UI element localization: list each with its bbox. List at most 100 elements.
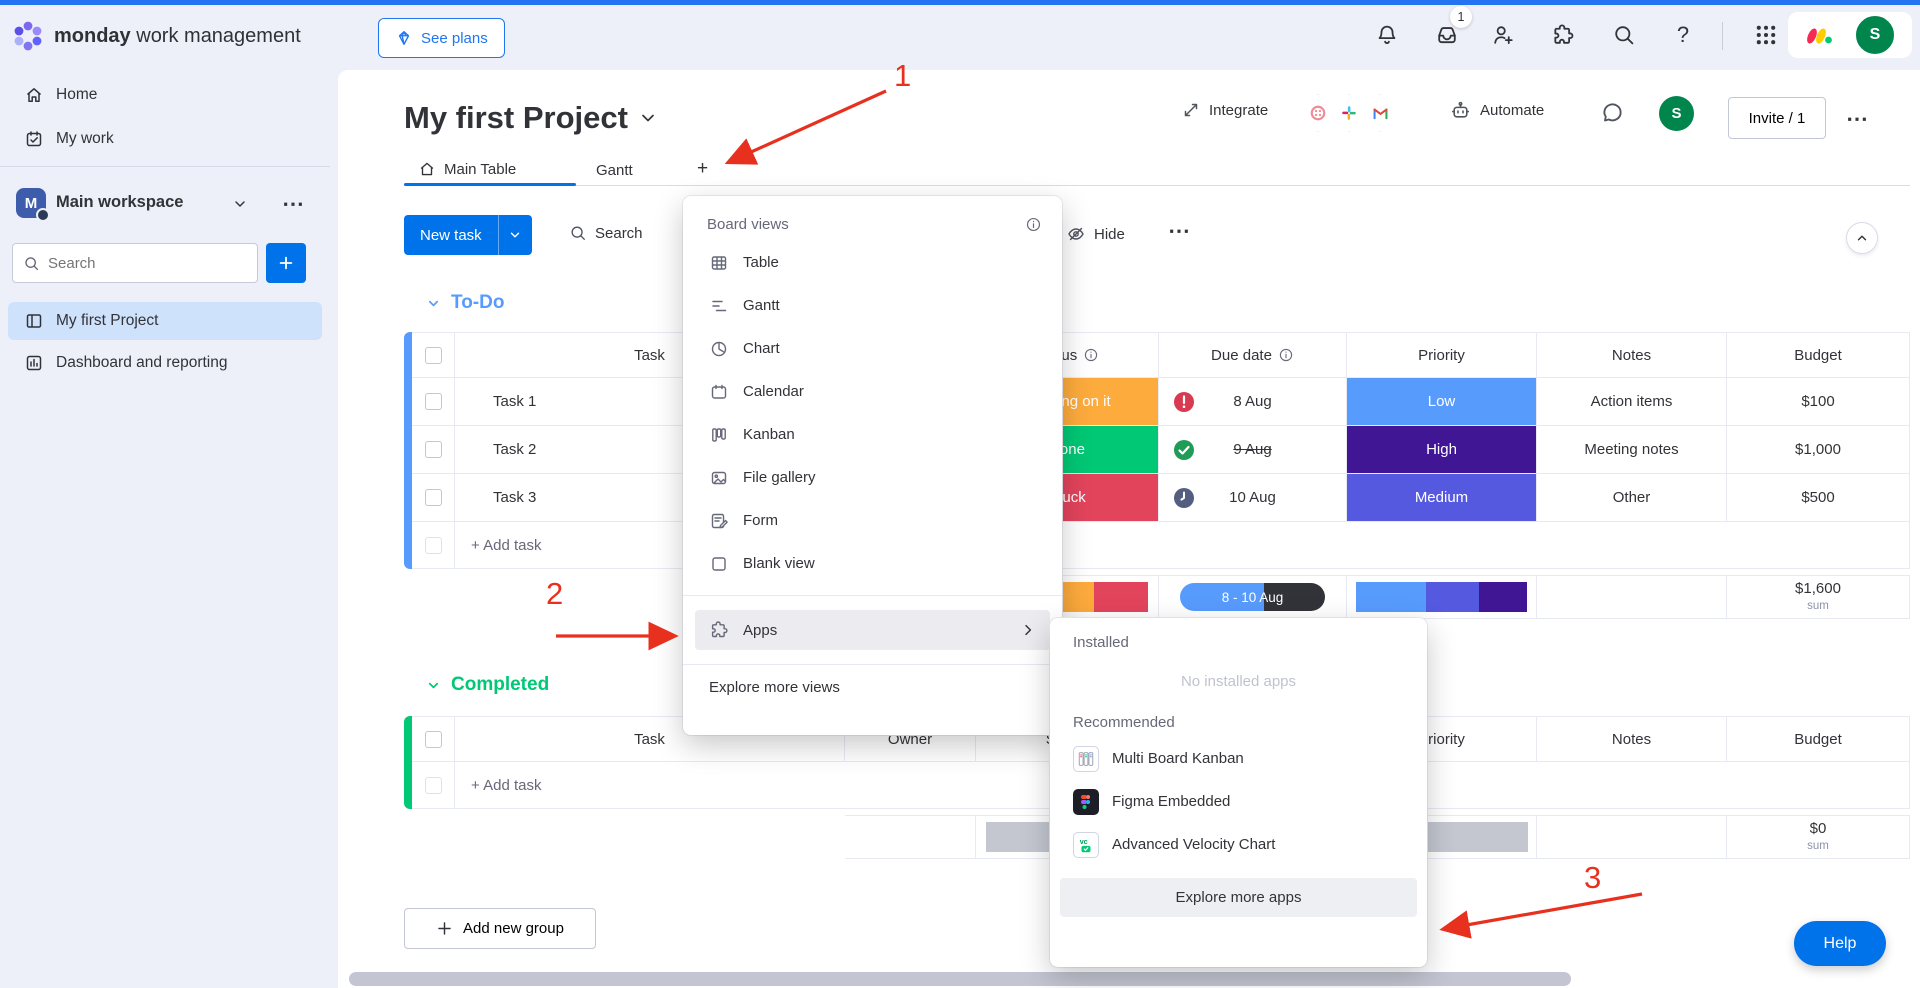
row-checkbox[interactable] (424, 441, 442, 458)
workspace-chevron-down-icon[interactable] (232, 196, 248, 212)
column-header-budget[interactable]: Budget (1727, 332, 1910, 378)
board-title[interactable]: My first Project (404, 100, 658, 136)
app-item-advanced-velocity-chart[interactable]: vc Advanced Velocity Chart (1050, 823, 1427, 866)
search-icon[interactable] (1602, 13, 1646, 57)
board-member-avatar[interactable]: S (1659, 96, 1694, 131)
workspace-options-icon[interactable]: ⋯ (282, 191, 306, 216)
inbox-icon[interactable] (1425, 13, 1469, 57)
menu-item-table[interactable]: Table (683, 241, 1062, 284)
integration-badges[interactable] (1300, 94, 1398, 132)
menu-item-calendar[interactable]: Calendar (683, 370, 1062, 413)
horizontal-scrollbar[interactable] (349, 972, 1571, 986)
column-header-notes[interactable]: Notes (1537, 716, 1727, 762)
app-logo[interactable]: monday work management (12, 20, 301, 52)
column-header-task[interactable]: Task (455, 716, 845, 762)
notes-cell[interactable]: Meeting notes (1537, 426, 1727, 474)
apps-puzzle-icon (709, 620, 729, 640)
explore-more-views[interactable]: Explore more views (709, 679, 840, 696)
see-plans-button[interactable]: See plans (378, 18, 505, 58)
column-header-notes[interactable]: Notes (1537, 332, 1727, 378)
gantt-view-icon (709, 296, 729, 316)
explore-more-apps-button[interactable]: Explore more apps (1060, 878, 1417, 917)
toolbar-options-icon[interactable]: ⋯ (1168, 218, 1192, 243)
budget-cell[interactable]: $500 (1727, 474, 1910, 522)
help-button[interactable]: Help (1794, 921, 1886, 966)
budget-cell[interactable]: $100 (1727, 378, 1910, 426)
notifications-bell-icon[interactable] (1365, 13, 1409, 57)
tab-add-view[interactable]: + (697, 158, 709, 179)
add-board-button[interactable] (266, 243, 306, 283)
menu-item-blank-view[interactable]: Blank view (683, 542, 1062, 585)
board-search-button[interactable]: Search (569, 224, 643, 242)
group-title-completed[interactable]: Completed (426, 674, 549, 696)
chevron-down-icon[interactable] (426, 296, 441, 311)
menu-item-chart[interactable]: Chart (683, 327, 1062, 370)
menu-item-form[interactable]: Form (683, 499, 1062, 542)
budget-summary-cell[interactable]: $1,600 sum (1727, 575, 1910, 619)
sidebar-search-input[interactable] (48, 254, 218, 272)
select-all-checkbox[interactable] (424, 730, 442, 748)
budget-cell[interactable]: $1,000 (1727, 426, 1910, 474)
add-new-group-button[interactable]: Add new group (404, 908, 596, 949)
row-checkbox[interactable] (424, 393, 442, 410)
app-item-multi-board-kanban[interactable]: Multi Board Kanban (1050, 737, 1427, 780)
sidebar-divider (0, 166, 330, 167)
sidebar-search-box[interactable] (12, 243, 258, 283)
due-date-cell[interactable]: 10 Aug (1159, 474, 1347, 522)
monday-mark-icon[interactable] (1800, 19, 1834, 53)
priority-cell[interactable]: High (1347, 426, 1537, 474)
collapse-header-button[interactable] (1846, 222, 1878, 254)
menu-item-kanban[interactable]: Kanban (683, 413, 1062, 456)
info-icon[interactable] (1025, 216, 1042, 233)
menu-item-apps[interactable]: Apps (695, 610, 1050, 650)
invite-members-icon[interactable] (1481, 13, 1525, 57)
automate-button[interactable]: Automate (1450, 100, 1544, 121)
info-icon[interactable] (1278, 347, 1294, 363)
notes-cell[interactable]: Other (1537, 474, 1727, 522)
column-header-budget[interactable]: Budget (1727, 716, 1910, 762)
group-title-todo[interactable]: To-Do (426, 292, 504, 314)
priority-distribution-bar (1355, 582, 1528, 612)
workspace-name[interactable]: Main workspace (56, 193, 184, 211)
date-range-summary-cell[interactable]: 8 - 10 Aug (1159, 575, 1347, 619)
column-header-priority[interactable]: Priority (1347, 332, 1537, 378)
due-date-cell[interactable]: 8 Aug (1159, 378, 1347, 426)
column-header-due-date[interactable]: Due date (1159, 332, 1347, 378)
sidebar-item-my-work[interactable]: My work (8, 120, 322, 158)
sidebar-item-dashboard-and-reporting[interactable]: Dashboard and reporting (8, 344, 322, 382)
new-task-button[interactable]: New task (404, 215, 532, 255)
new-task-chevron-icon[interactable] (497, 215, 532, 255)
hide-columns-button[interactable]: Hide (1066, 224, 1125, 244)
product-switcher-grid-icon[interactable] (1744, 13, 1788, 57)
priority-summary-cell[interactable] (1347, 575, 1537, 619)
tab-gantt[interactable]: Gantt (596, 162, 633, 179)
sidebar-item-home[interactable]: Home (8, 76, 322, 114)
app-item-figma-embedded[interactable]: Figma Embedded (1050, 780, 1427, 823)
invite-button[interactable]: Invite / 1 (1728, 97, 1826, 139)
menu-item-file-gallery[interactable]: File gallery (683, 456, 1062, 499)
chat-bubble-icon[interactable] (1600, 100, 1625, 125)
header-checkbox-cell[interactable] (412, 332, 455, 378)
due-date-cell[interactable]: 9 Aug (1159, 426, 1347, 474)
column-header-priority[interactable]: Priority (1347, 716, 1537, 762)
info-icon[interactable] (1083, 347, 1099, 363)
row-checkbox[interactable] (424, 489, 442, 506)
tab-main-table[interactable]: Main Table (418, 160, 516, 178)
help-question-icon[interactable]: ? (1676, 22, 1690, 47)
sidebar-item-my-first-project[interactable]: My first Project (8, 302, 322, 340)
workspace-avatar[interactable]: M (16, 188, 50, 222)
notes-cell[interactable]: Action items (1537, 378, 1727, 426)
user-avatar[interactable]: S (1854, 14, 1896, 56)
priority-cell[interactable]: Low (1347, 378, 1537, 426)
add-task-row[interactable]: + Add task (412, 522, 1910, 569)
workspace-home-badge (36, 208, 50, 222)
add-task-button[interactable]: + Add task (455, 522, 1910, 569)
priority-cell[interactable]: Medium (1347, 474, 1537, 522)
integrate-button[interactable]: Integrate (1181, 100, 1268, 120)
chevron-down-icon[interactable] (426, 678, 441, 693)
apps-marketplace-icon[interactable] (1541, 13, 1585, 57)
menu-item-gantt[interactable]: Gantt (683, 284, 1062, 327)
board-options-icon[interactable]: ⋯ (1846, 106, 1870, 131)
budget-summary-cell[interactable]: $0 sum (1727, 815, 1910, 859)
select-all-checkbox[interactable] (424, 346, 442, 364)
